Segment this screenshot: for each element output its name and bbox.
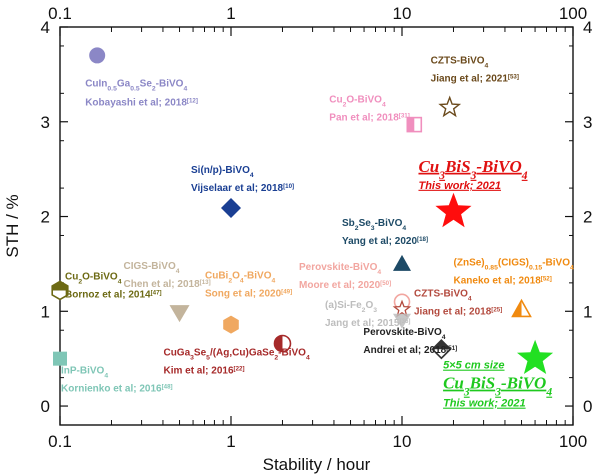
ref-perov-andrei: Andrei et al; 2018[51] [363, 345, 457, 357]
label-cu2o-pan: Cu2O-BiVO4 [329, 95, 386, 109]
marker-cuingase [89, 47, 106, 64]
label-czts-jiang: CZTS-BiVO4 [414, 288, 472, 302]
label-perov-moore: Perovskite-BiVO4 [299, 262, 381, 276]
x-tick-label: 1 [226, 432, 235, 451]
y-tick-label: 4 [41, 18, 50, 37]
label-cu2o-bornoz: Cu2O-BiVO4 [65, 271, 122, 285]
label-cugas: CuGa3Se5/(Ag,Cu)GaSe2-BiVO4 [163, 348, 309, 362]
x-tick-label-top: 1 [226, 4, 235, 23]
label-znse: (ZnSe)0.85(CIGS)0.15-BiVO4 [454, 257, 574, 271]
x-axis-label: Stability / hour [263, 455, 371, 474]
data-labels: CuIn0.5Ga0.5Se2-BiVO4 Kobayashi et al; 20… [61, 56, 574, 410]
featured-title-green: Cu3BiS3-BiVO4 [443, 374, 552, 399]
x-tick-label: 10 [393, 432, 412, 451]
ticks: 0.1 0.1 1 1 10 10 100 100 0 0 1 1 2 2 3 3 4 4 [41, 4, 593, 451]
marker-czts [438, 95, 462, 118]
label-perov-andrei: Perovskite-BiVO4 [363, 327, 445, 341]
featured-title-red: Cu3BiS3-BiVO4 [418, 157, 527, 182]
marker-czts-jiang [392, 299, 412, 318]
ref-inp: Kornienko et al; 2016[48] [61, 383, 173, 395]
ref-cubi2o4: Song et al; 2020[49] [205, 288, 292, 300]
marker-sinp [221, 197, 241, 218]
ref-cugas: Kim et al; 2016[22] [163, 365, 244, 377]
y-tick-label-right: 3 [583, 113, 592, 132]
ref-cigs-chen: Chen et al; 2018[13] [124, 279, 211, 291]
x-tick-label-top: 10 [393, 4, 412, 23]
ref-sinp: Vijselaar et al; 2018[10] [191, 182, 294, 194]
data-markers [51, 47, 554, 374]
marker-cu3bis3-green [517, 339, 554, 374]
marker-cigs-chen [169, 305, 190, 323]
ref-cuingase: Kobayashi et al; 2018[12] [85, 97, 198, 109]
label-czts: CZTS-BiVO4 [431, 56, 489, 70]
label-sinp: Si(n/p)-BiVO4 [191, 165, 254, 179]
y-tick-label: 3 [41, 113, 50, 132]
x-tick-label-top: 0.1 [48, 4, 72, 23]
y-tick-label-right: 2 [583, 208, 592, 227]
marker-asi [393, 313, 411, 329]
ref-asi: Jang et al; 2015[36] [325, 317, 411, 329]
featured-subtitle-green: This work; 2021 [443, 398, 526, 410]
y-axis-label: STH / % [3, 194, 22, 257]
label-asi: (a)Si-Fe2O3 [325, 300, 377, 314]
ref-sb2se3: Yang et al; 2020[18] [342, 235, 428, 247]
marker-sb2se3 [393, 254, 411, 271]
axis-labels: Stability / hour STH / % [3, 194, 371, 474]
label-inp: InP-BiVO4 [61, 366, 108, 380]
marker-perov-andrei [431, 339, 452, 360]
label-cigs-chen: CIGS-BiVO4 [124, 261, 180, 275]
y-tick-label-right: 1 [583, 302, 592, 321]
featured-subtitle-red: This work; 2021 [418, 180, 501, 192]
ref-czts: Jiang et al; 2021[53] [431, 73, 519, 85]
marker-cu3bis3-red [435, 192, 472, 228]
marker-cubi2o4 [223, 315, 239, 334]
ref-znse: Kaneko et al; 2018[52] [454, 275, 552, 287]
marker-cugas [273, 334, 292, 353]
label-cuingase: CuIn0.5Ga0.5Se2-BiVO4 [85, 78, 187, 92]
label-cubi2o4: CuBi2O4-BiVO4 [205, 271, 275, 285]
marker-znse [511, 298, 532, 318]
marker-inp [53, 351, 67, 366]
marker-cu2o-pan [406, 116, 423, 133]
x-tick-label: 100 [559, 432, 587, 451]
ref-perov-moore: Moore et al; 2020[50] [299, 279, 391, 291]
x-tick-label-top: 100 [559, 4, 587, 23]
y-tick-label: 2 [41, 208, 50, 227]
plot-frame [59, 26, 574, 426]
y-tick-label: 0 [41, 397, 50, 416]
y-tick-label-right: 4 [583, 18, 592, 37]
featured-prefix-green: 5×5 cm size [443, 360, 504, 372]
plot-border [59, 26, 574, 426]
ref-czts-jiang: Jiang et al; 2018[25] [414, 306, 502, 318]
ref-cu2o-pan: Pan et al; 2018[31] [329, 112, 410, 124]
y-tick-label-right: 0 [583, 397, 592, 416]
ref-cu2o-bornoz: Bornoz et al; 2014[47] [65, 289, 162, 301]
label-sb2se3: Sb2Se3-BiVO4 [342, 218, 406, 232]
marker-cu2o-bornoz [51, 280, 69, 301]
y-tick-label: 1 [41, 302, 50, 321]
x-tick-label: 0.1 [48, 432, 72, 451]
